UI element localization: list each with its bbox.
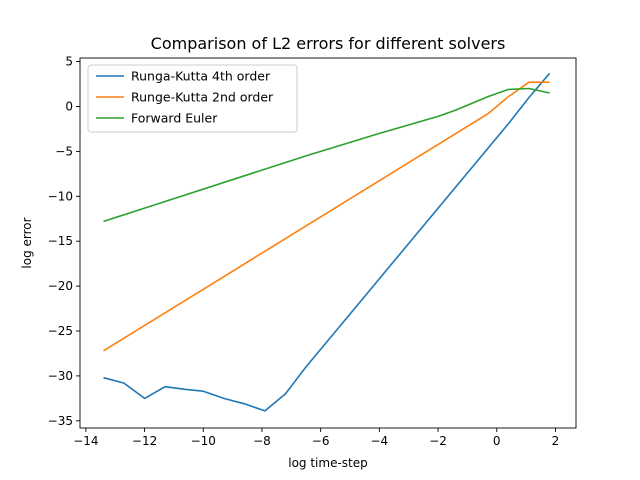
axes-frame	[79, 57, 577, 429]
x-tick-label: −6	[312, 434, 330, 448]
y-tick-label: −25	[48, 324, 73, 338]
y-tick-label: −5	[55, 144, 73, 158]
y-tick-label: −30	[48, 369, 73, 383]
series-line-2	[103, 81, 550, 352]
x-tick-label: −10	[191, 434, 216, 448]
y-tick-label: −15	[48, 234, 73, 248]
x-tick-label: −2	[429, 434, 447, 448]
series-line-3	[103, 87, 550, 223]
x-tick-label: 0	[493, 434, 501, 448]
legend-label-3: Forward Euler	[131, 111, 218, 126]
y-tick-label: −10	[48, 189, 73, 203]
y-tick-label: −20	[48, 279, 73, 293]
x-tick-label: −12	[132, 434, 157, 448]
legend-label-1: Runga-Kutta 4th order	[131, 69, 271, 84]
series-line-1	[103, 72, 551, 412]
x-tick-label: −4	[371, 434, 389, 448]
x-tick-label: −14	[73, 434, 98, 448]
x-axis-label: log time-step	[288, 456, 368, 470]
y-axis-label: log error	[20, 217, 34, 268]
legend: Runga-Kutta 4th order Runge-Kutta 2nd ord…	[87, 64, 298, 133]
legend-label-2: Runge-Kutta 2nd order	[131, 90, 274, 105]
y-tick-label: −35	[48, 414, 73, 428]
legend-box	[87, 64, 298, 133]
plot-area: −14 −12 −10 −8 −6 −4 −2 0 250−5−10−15−20−25−30−3…	[48, 55, 577, 448]
x-tick-label: −8	[253, 434, 271, 448]
y-tick-label: 0	[65, 99, 73, 113]
y-tick-label: 5	[65, 55, 73, 69]
chart-title: Comparison of L2 errors for different so…	[151, 34, 506, 53]
x-tick-label: 2	[552, 434, 560, 448]
